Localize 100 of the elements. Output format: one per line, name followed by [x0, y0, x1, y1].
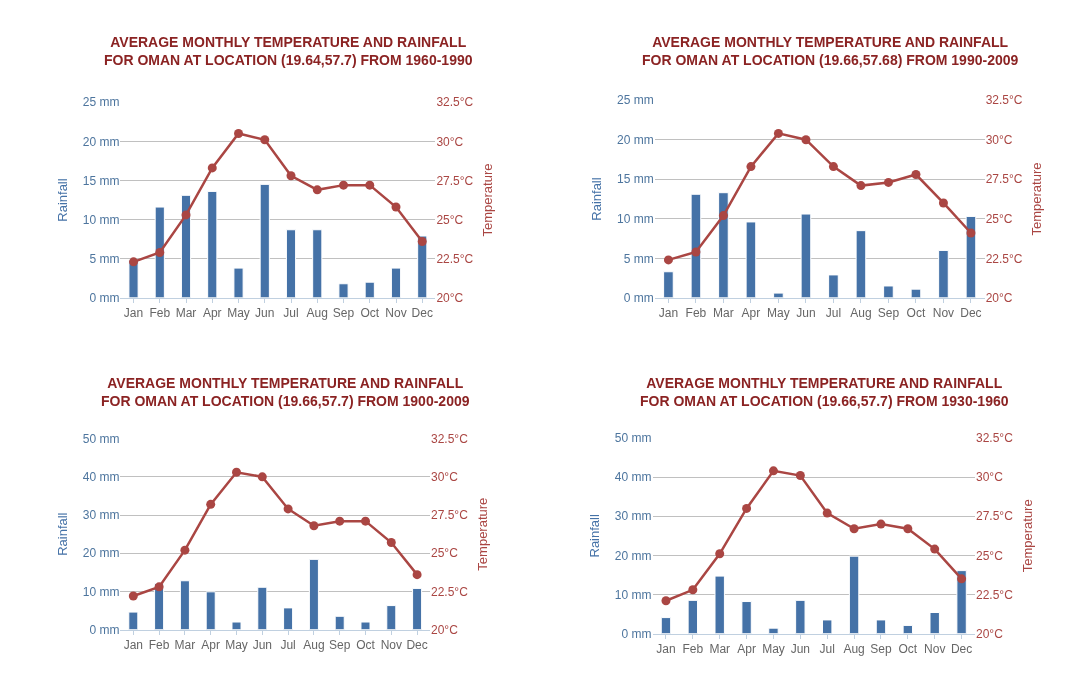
y-tick-label: 50 mm [82, 431, 120, 446]
bar [231, 621, 242, 630]
bar [412, 587, 423, 630]
x-tick-label: Mar [709, 642, 731, 657]
x-tick-label: Jun [796, 306, 816, 321]
bar [828, 274, 839, 298]
point [257, 472, 267, 482]
bar [179, 580, 190, 630]
y-tick-label: 0 mm [89, 622, 120, 637]
y2-tick-label: 20°C [976, 626, 1004, 641]
point [718, 211, 728, 221]
y2-tick-label: 30°C [436, 134, 464, 149]
x-tick-label: Jan [123, 638, 143, 653]
bar [390, 267, 402, 298]
y-tick-label: 20 mm [616, 132, 654, 147]
point [856, 181, 866, 191]
y2-axis-title: Temperature [480, 163, 496, 237]
bar [745, 221, 757, 298]
x-tick-label: Nov [932, 306, 955, 321]
bar [848, 555, 860, 634]
bar [312, 229, 323, 298]
y-tick-label: 30 mm [82, 508, 120, 523]
point [361, 516, 370, 526]
point [309, 521, 319, 531]
y-tick-label: 20 mm [82, 546, 120, 561]
point [386, 538, 396, 548]
x-tick-label: Sep [877, 306, 900, 321]
point [883, 177, 893, 187]
x-tick-label: May [767, 306, 790, 321]
bar [386, 605, 397, 630]
x-tick-label: Dec [950, 642, 973, 657]
point [828, 162, 838, 172]
point [232, 467, 241, 477]
y-tick-label: 10 mm [82, 212, 120, 227]
y-tick-label: 5 mm [623, 251, 654, 266]
y2-tick-label: 30°C [431, 470, 459, 485]
point [773, 128, 783, 138]
y-tick-label: 10 mm [616, 211, 654, 226]
x-tick-label: Jul [283, 306, 299, 321]
point [335, 516, 345, 526]
bar [338, 283, 349, 298]
y-tick-label: 10 mm [82, 584, 120, 599]
point [742, 503, 752, 513]
point [795, 471, 805, 481]
x-tick-label: Dec [411, 306, 433, 321]
y-tick-label: 30 mm [614, 509, 652, 524]
point [715, 549, 725, 559]
x-tick-label: Aug [843, 642, 865, 657]
y2-tick-label: 30°C [985, 132, 1013, 147]
x-tick-label: Feb [149, 306, 171, 321]
y-tick-label: 15 mm [82, 173, 120, 188]
point [688, 585, 698, 595]
x-tick-label: Feb [148, 638, 170, 653]
x-tick-label: Oct [360, 306, 380, 321]
y2-tick-label: 32.5°C [976, 431, 1014, 446]
x-tick-label: Apr [201, 638, 221, 653]
point [283, 504, 293, 514]
bar [910, 288, 922, 298]
y2-tick-label: 27.5°C [431, 508, 469, 523]
bar [883, 285, 894, 298]
x-tick-label: Apr [737, 642, 756, 657]
chart-title: AVERAGE MONTHLY TEMPERATURE AND RAINFALL FOR OMAN AT LOCATION (19.66,57.7) FROM 1900-2009 [101, 375, 470, 410]
y2-tick-label: 32.5°C [431, 431, 469, 446]
y2-tick-label: 20°C [436, 291, 464, 306]
point [234, 128, 244, 138]
x-tick-label: Jul [825, 306, 842, 321]
bar [259, 183, 270, 298]
bar [180, 194, 192, 298]
x-tick-label: Jun [790, 642, 811, 657]
point [661, 596, 671, 606]
point [365, 180, 375, 190]
x-tick-label: Jun [255, 306, 275, 321]
bar [334, 615, 345, 630]
point [181, 210, 191, 220]
bar [938, 249, 949, 298]
point [312, 185, 322, 195]
point [746, 162, 756, 172]
y-axis-title: Rainfall [586, 514, 602, 558]
bar [257, 586, 268, 630]
bar [875, 619, 887, 634]
y2-tick-label: 25°C [436, 212, 464, 227]
y-tick-label: 25 mm [82, 95, 120, 110]
point [911, 170, 921, 180]
y2-tick-label: 25°C [976, 548, 1004, 563]
bar [233, 267, 244, 298]
bar [285, 229, 297, 298]
x-tick-label: Jun [252, 638, 272, 653]
y2-axis-title: Temperature [474, 497, 490, 571]
bar [154, 206, 165, 298]
x-tick-label: Sep [332, 306, 355, 321]
bar [800, 213, 812, 298]
x-tick-label: Mar [175, 306, 197, 321]
y-tick-label: 20 mm [614, 548, 652, 563]
x-tick-label: Aug [850, 306, 872, 321]
bar [718, 192, 729, 298]
point [849, 524, 859, 534]
x-tick-label: Oct [906, 306, 926, 321]
point [768, 466, 778, 476]
point [155, 247, 165, 257]
bar [965, 215, 977, 298]
